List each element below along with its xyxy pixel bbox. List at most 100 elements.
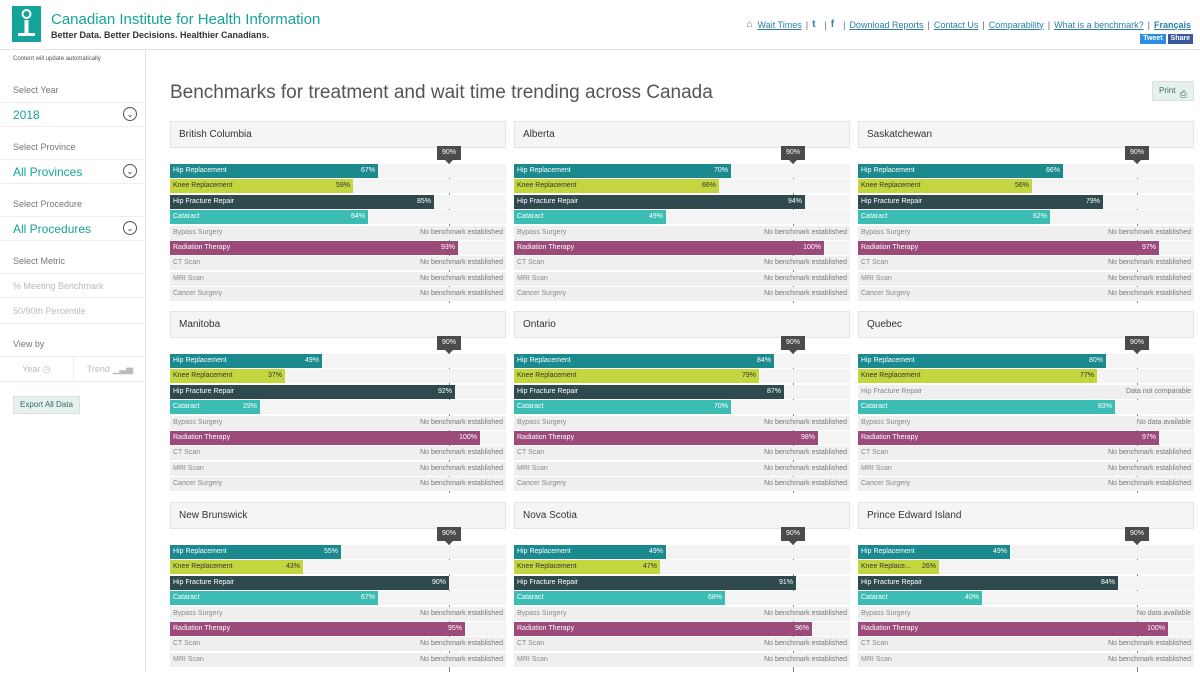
chevron-down-icon[interactable]: ⌄ <box>123 107 137 121</box>
print-button[interactable]: Print ⎙ <box>1152 81 1194 101</box>
link-francais[interactable]: Français <box>1153 19 1191 30</box>
procedure-row-hip-replacement[interactable]: Hip Replacement 67% <box>170 164 506 178</box>
procedure-row-ct-scan[interactable]: CT Scan No benchmark established <box>170 256 506 270</box>
procedure-row-hip-replacement[interactable]: Hip Replacement 49% <box>170 354 506 368</box>
procedure-row-hip-replacement[interactable]: Hip Replacement 66% <box>858 164 1194 178</box>
procedure-row-cancer-surgery[interactable]: Cancer Surgery No benchmark established <box>170 287 506 301</box>
procedure-row-ct-scan[interactable]: CT Scan No benchmark established <box>858 637 1194 651</box>
procedure-row-hip-fracture-repair[interactable]: Hip Fracture Repair 87% <box>514 385 850 399</box>
viewby-trend[interactable]: Trend ▁▃▅ <box>73 357 146 381</box>
procedure-row-knee-replacement[interactable]: Knee Replacement 79% <box>514 369 850 383</box>
procedure-row-hip-replacement[interactable]: Hip Replacement 49% <box>514 545 850 559</box>
procedure-row-cataract[interactable]: Cataract 40% <box>858 591 1194 605</box>
procedure-row-radiation-therapy[interactable]: Radiation Therapy 100% <box>858 622 1194 636</box>
procedure-row-hip-fracture-repair[interactable]: Hip Fracture Repair 84% <box>858 576 1194 590</box>
procedure-row-hip-fracture-repair[interactable]: Hip Fracture Repair 92% <box>170 385 506 399</box>
home-icon[interactable]: ⌂ <box>746 19 753 30</box>
facebook-share-button[interactable]: Share <box>1167 34 1193 44</box>
procedure-row-mri-scan[interactable]: MRI Scan No benchmark established <box>170 272 506 286</box>
metric-meeting-benchmark[interactable]: % Meeting Benchmark <box>0 273 146 298</box>
procedure-row-radiation-therapy[interactable]: Radiation Therapy 100% <box>170 431 506 445</box>
procedure-row-mri-scan[interactable]: MRI Scan No benchmark established <box>858 462 1194 476</box>
procedure-row-ct-scan[interactable]: CT Scan No benchmark established <box>858 446 1194 460</box>
procedure-row-hip-fracture-repair[interactable]: Hip Fracture Repair 90% <box>170 576 506 590</box>
link-wait-times[interactable]: Wait Times <box>757 19 802 30</box>
facebook-icon[interactable]: f <box>830 19 835 30</box>
procedure-row-cataract[interactable]: Cataract 64% <box>170 210 506 224</box>
metric-percentile[interactable]: 50/90th Percentile <box>0 299 146 324</box>
procedure-row-radiation-therapy[interactable]: Radiation Therapy 97% <box>858 241 1194 255</box>
tweet-button[interactable]: Tweet <box>1140 34 1166 44</box>
procedure-row-knee-replacement[interactable]: Knee Replacement 37% <box>170 369 506 383</box>
link-comparability[interactable]: Comparability <box>988 19 1044 30</box>
procedure-row-knee-replacement[interactable]: Knee Replacement 77% <box>858 369 1194 383</box>
link-download-reports[interactable]: Download Reports <box>849 19 924 30</box>
procedure-row-ct-scan[interactable]: CT Scan No benchmark established <box>858 256 1194 270</box>
procedure-row-cataract[interactable]: Cataract 67% <box>170 591 506 605</box>
procedure-row-knee-replacement[interactable]: Knee Replacement 47% <box>514 560 850 574</box>
cihi-logo-icon[interactable] <box>12 6 41 42</box>
year-select[interactable]: 2018 ⌄ <box>0 102 146 127</box>
procedure-row-bypass-surgery[interactable]: Bypass Surgery No benchmark established <box>514 607 850 621</box>
procedure-row-bypass-surgery[interactable]: Bypass Surgery No benchmark established <box>170 416 506 430</box>
procedure-row-radiation-therapy[interactable]: Radiation Therapy 98% <box>514 431 850 445</box>
twitter-icon[interactable]: t <box>812 19 816 30</box>
procedure-row-bypass-surgery[interactable]: Bypass Surgery No benchmark established <box>170 226 506 240</box>
procedure-row-hip-fracture-repair[interactable]: Hip Fracture Repair 85% <box>170 195 506 209</box>
procedure-row-knee-replacement[interactable]: Knee Replace... 26% <box>858 560 1194 574</box>
procedure-row-mri-scan[interactable]: MRI Scan No benchmark established <box>858 272 1194 286</box>
procedure-row-ct-scan[interactable]: CT Scan No benchmark established <box>170 637 506 651</box>
procedure-row-mri-scan[interactable]: MRI Scan No benchmark established <box>170 653 506 667</box>
procedure-row-hip-fracture-repair[interactable]: Hip Fracture Repair 79% <box>858 195 1194 209</box>
procedure-row-cataract[interactable]: Cataract 83% <box>858 400 1194 414</box>
org-name[interactable]: Canadian Institute for Health Informatio… <box>51 11 321 28</box>
procedure-row-bypass-surgery[interactable]: Bypass Surgery No benchmark established <box>514 226 850 240</box>
viewby-year[interactable]: Year ◷ <box>22 364 51 374</box>
export-all-data-button[interactable]: Export All Data <box>13 396 80 414</box>
procedure-row-bypass-surgery[interactable]: Bypass Surgery No benchmark established <box>858 226 1194 240</box>
procedure-row-bypass-surgery[interactable]: Bypass Surgery No benchmark established <box>170 607 506 621</box>
procedure-row-cancer-surgery[interactable]: Cancer Surgery No benchmark established <box>858 477 1194 491</box>
procedure-row-radiation-therapy[interactable]: Radiation Therapy 100% <box>514 241 850 255</box>
province-select[interactable]: All Provinces ⌄ <box>0 159 146 184</box>
procedure-row-mri-scan[interactable]: MRI Scan No benchmark established <box>514 272 850 286</box>
procedure-row-hip-fracture-repair[interactable]: Hip Fracture Repair 91% <box>514 576 850 590</box>
procedure-row-mri-scan[interactable]: MRI Scan No benchmark established <box>514 653 850 667</box>
link-contact-us[interactable]: Contact Us <box>933 19 979 30</box>
procedure-row-ct-scan[interactable]: CT Scan No benchmark established <box>170 446 506 460</box>
procedure-row-cancer-surgery[interactable]: Cancer Surgery No benchmark established <box>170 477 506 491</box>
chevron-down-icon[interactable]: ⌄ <box>123 221 137 235</box>
procedure-row-cancer-surgery[interactable]: Cancer Surgery No benchmark established <box>514 287 850 301</box>
procedure-row-cataract[interactable]: Cataract 68% <box>514 591 850 605</box>
procedure-row-ct-scan[interactable]: CT Scan No benchmark established <box>514 446 850 460</box>
procedure-row-hip-replacement[interactable]: Hip Replacement 49% <box>858 545 1194 559</box>
procedure-row-hip-replacement[interactable]: Hip Replacement 70% <box>514 164 850 178</box>
procedure-row-knee-replacement[interactable]: Knee Replacement 59% <box>170 179 506 193</box>
procedure-row-ct-scan[interactable]: CT Scan No benchmark established <box>514 256 850 270</box>
procedure-row-cancer-surgery[interactable]: Cancer Surgery No benchmark established <box>858 287 1194 301</box>
procedure-row-knee-replacement[interactable]: Knee Replacement 43% <box>170 560 506 574</box>
procedure-row-mri-scan[interactable]: MRI Scan No benchmark established <box>858 653 1194 667</box>
procedure-row-radiation-therapy[interactable]: Radiation Therapy 95% <box>170 622 506 636</box>
link-what-is-benchmark[interactable]: What is a benchmark? <box>1054 19 1144 30</box>
procedure-row-radiation-therapy[interactable]: Radiation Therapy 97% <box>858 431 1194 445</box>
procedure-row-mri-scan[interactable]: MRI Scan No benchmark established <box>170 462 506 476</box>
procedure-row-knee-replacement[interactable]: Knee Replacement 56% <box>858 179 1194 193</box>
chevron-down-icon[interactable]: ⌄ <box>123 164 137 178</box>
procedure-row-cancer-surgery[interactable]: Cancer Surgery No benchmark established <box>514 477 850 491</box>
procedure-row-hip-fracture-repair[interactable]: Hip Fracture Repair Data not comparable <box>858 385 1194 399</box>
procedure-row-mri-scan[interactable]: MRI Scan No benchmark established <box>514 462 850 476</box>
procedure-row-knee-replacement[interactable]: Knee Replacement 66% <box>514 179 850 193</box>
procedure-row-bypass-surgery[interactable]: Bypass Surgery No data available <box>858 416 1194 430</box>
procedure-row-hip-fracture-repair[interactable]: Hip Fracture Repair 94% <box>514 195 850 209</box>
procedure-row-radiation-therapy[interactable]: Radiation Therapy 93% <box>170 241 506 255</box>
procedure-row-cataract[interactable]: Cataract 62% <box>858 210 1194 224</box>
procedure-row-cataract[interactable]: Cataract 49% <box>514 210 850 224</box>
procedure-row-cataract[interactable]: Cataract 70% <box>514 400 850 414</box>
procedure-select[interactable]: All Procedures ⌄ <box>0 216 146 241</box>
procedure-row-hip-replacement[interactable]: Hip Replacement 84% <box>514 354 850 368</box>
procedure-row-bypass-surgery[interactable]: Bypass Surgery No data available <box>858 607 1194 621</box>
procedure-row-hip-replacement[interactable]: Hip Replacement 80% <box>858 354 1194 368</box>
procedure-row-bypass-surgery[interactable]: Bypass Surgery No benchmark established <box>514 416 850 430</box>
procedure-row-hip-replacement[interactable]: Hip Replacement 55% <box>170 545 506 559</box>
